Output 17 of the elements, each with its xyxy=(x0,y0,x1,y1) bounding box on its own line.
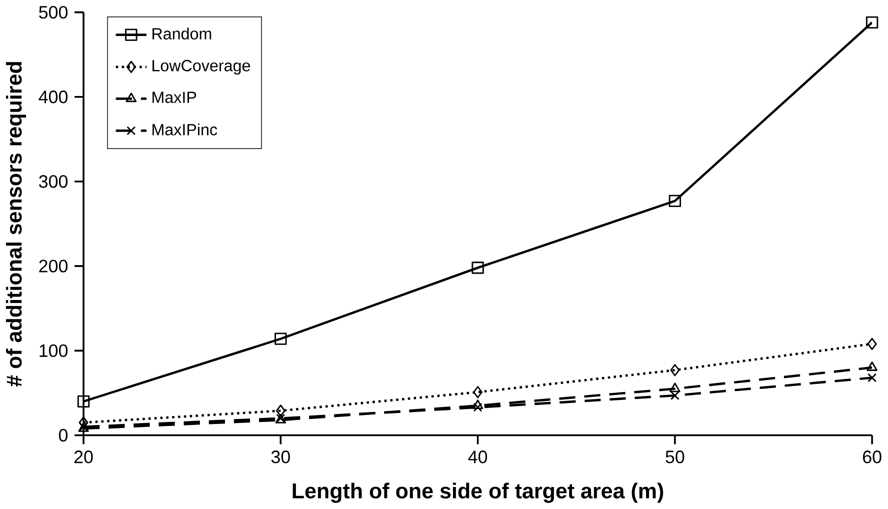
x-tick-label: 30 xyxy=(271,450,290,464)
y-tick-label: 200 xyxy=(39,260,68,272)
y-tick-label: 400 xyxy=(38,90,68,104)
legend-label: MaxIP xyxy=(152,92,196,104)
y-tick-label: 300 xyxy=(39,175,68,188)
x-tick-label: 60 xyxy=(863,450,882,464)
legend-label: Random xyxy=(152,28,212,40)
x-tick-label: 20 xyxy=(74,450,93,464)
legend-label: LowCoverage xyxy=(152,60,250,75)
legend-label: MaxIPinc xyxy=(152,124,218,136)
y-tick-label: 0 xyxy=(58,429,68,442)
x-axis-title: Length of one side of target area (m) xyxy=(292,482,664,503)
y-tick-label: 100 xyxy=(40,344,68,358)
y-axis-title: # of additional sensors required xyxy=(6,62,26,387)
y-tick-label: 500 xyxy=(39,6,68,19)
x-tick-label: 40 xyxy=(468,450,488,464)
x-tick-label: 50 xyxy=(666,450,684,464)
